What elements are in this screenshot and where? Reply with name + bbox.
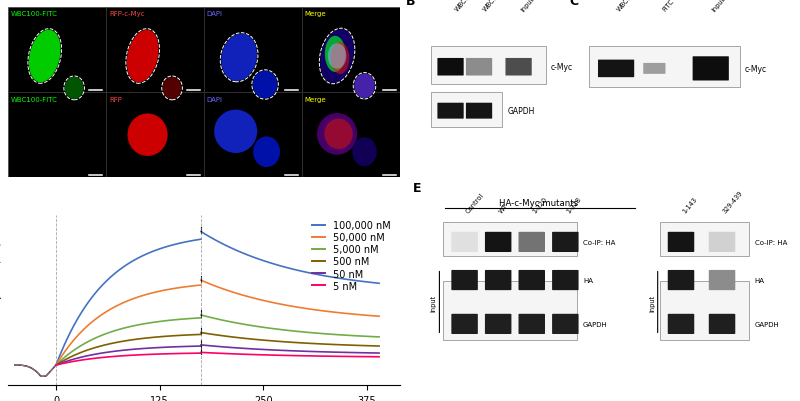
Bar [8,8,106,93]
Text: WBC100-FITC: WBC100-FITC [11,11,58,17]
FancyBboxPatch shape [438,59,464,76]
Text: Input: Input [430,294,436,311]
Ellipse shape [325,36,346,73]
Text: DAPI: DAPI [207,11,223,17]
Text: 1-328: 1-328 [566,195,582,214]
Text: 1-143: 1-143 [681,195,698,214]
Bar [106,93,204,178]
FancyBboxPatch shape [506,59,532,76]
FancyBboxPatch shape [430,47,546,85]
Text: WBC100+WBC100-FITC: WBC100+WBC100-FITC [482,0,537,13]
Text: Input: Input [520,0,536,13]
Ellipse shape [324,119,353,150]
FancyBboxPatch shape [659,281,749,340]
Text: Control: Control [465,191,485,214]
FancyBboxPatch shape [709,270,735,290]
FancyBboxPatch shape [552,270,578,290]
FancyBboxPatch shape [451,314,478,334]
Text: c-Myc: c-Myc [745,65,767,74]
Ellipse shape [328,44,346,69]
FancyBboxPatch shape [709,314,735,334]
Text: GAPDH: GAPDH [754,321,779,327]
Text: WBC100-FITC: WBC100-FITC [11,96,58,102]
FancyBboxPatch shape [466,59,492,76]
Text: c-Myc: c-Myc [550,63,572,72]
Ellipse shape [214,110,258,154]
FancyBboxPatch shape [598,61,634,78]
Text: WBC100-FITC: WBC100-FITC [454,0,487,13]
Text: Input: Input [649,294,655,311]
Ellipse shape [320,30,354,84]
Ellipse shape [65,78,83,100]
FancyBboxPatch shape [485,232,511,252]
Bar [302,8,400,93]
FancyBboxPatch shape [443,281,578,340]
Text: RFP-c-Myc: RFP-c-Myc [109,11,145,17]
FancyBboxPatch shape [451,270,478,290]
Ellipse shape [127,114,168,156]
Bar [302,93,400,178]
FancyBboxPatch shape [668,314,694,334]
Text: C: C [570,0,579,8]
Text: 1-320: 1-320 [532,195,549,214]
Text: WT: WT [498,202,510,214]
Text: GAPDH: GAPDH [507,107,535,116]
Text: WBC100-FITC: WBC100-FITC [616,0,650,13]
Text: Merge: Merge [305,96,326,102]
Ellipse shape [222,34,257,82]
Ellipse shape [253,71,278,99]
FancyBboxPatch shape [668,270,694,290]
FancyBboxPatch shape [552,232,578,252]
FancyBboxPatch shape [485,314,511,334]
FancyBboxPatch shape [443,222,578,257]
FancyBboxPatch shape [466,103,492,119]
Text: Merge: Merge [305,11,326,17]
FancyBboxPatch shape [659,222,749,257]
Bar [106,8,204,93]
FancyBboxPatch shape [430,93,502,128]
Ellipse shape [29,30,61,83]
Ellipse shape [253,137,280,168]
Text: GAPDH: GAPDH [583,321,608,327]
Ellipse shape [127,30,158,83]
Bar [8,93,106,178]
Text: E: E [414,181,422,194]
Text: HA: HA [754,277,765,284]
Text: RFP: RFP [109,96,122,102]
FancyBboxPatch shape [518,314,545,334]
FancyBboxPatch shape [518,232,545,252]
Text: FITC: FITC [662,0,675,13]
Text: 329-439: 329-439 [722,189,744,214]
Text: DAPI: DAPI [207,96,223,102]
Text: Co-IP: HA: Co-IP: HA [583,239,615,245]
Ellipse shape [352,138,377,167]
Ellipse shape [354,74,374,99]
Y-axis label: Relative response (RU): Relative response (RU) [0,241,2,359]
FancyBboxPatch shape [451,232,478,252]
Text: HA: HA [583,277,593,284]
FancyBboxPatch shape [485,270,511,290]
FancyBboxPatch shape [590,47,739,88]
FancyBboxPatch shape [643,64,666,75]
FancyBboxPatch shape [693,57,729,81]
Text: Input: Input [710,0,726,13]
Ellipse shape [162,78,182,100]
Bar [204,93,302,178]
Bar [204,8,302,93]
Ellipse shape [330,43,350,75]
Legend: 100,000 nM, 50,000 nM, 5,000 nM, 500 nM, 50 nM, 5 nM: 100,000 nM, 50,000 nM, 5,000 nM, 500 nM,… [308,217,395,295]
FancyBboxPatch shape [518,270,545,290]
FancyBboxPatch shape [552,314,578,334]
Text: Co-IP: HA: Co-IP: HA [754,239,787,245]
Text: B: B [406,0,416,8]
FancyBboxPatch shape [438,103,464,119]
Ellipse shape [317,114,357,155]
FancyBboxPatch shape [668,232,694,252]
FancyBboxPatch shape [709,232,735,252]
Text: HA-c-Myc mutants: HA-c-Myc mutants [498,198,578,208]
